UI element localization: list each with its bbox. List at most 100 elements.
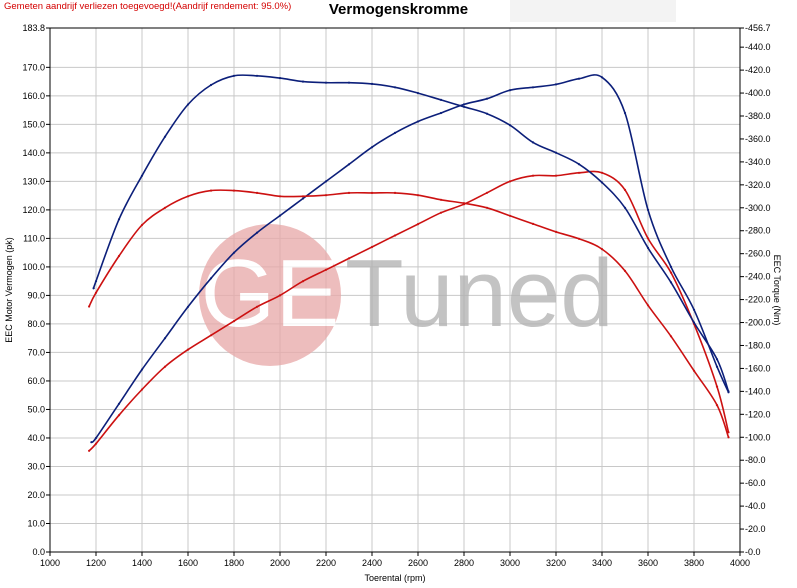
y-tick-label: 160.0 [22, 91, 45, 101]
data-point-tuned-torque [416, 92, 420, 95]
data-point-tuned-power [646, 208, 650, 211]
chart-title: Vermogenskromme [328, 1, 469, 18]
y-axis-right-ticks: -0.0 -20.0 -40.0 -60.0 -80.0 -100.0 -120.0 -140… [740, 23, 771, 557]
x-tick-label: 1800 [224, 558, 244, 568]
x-tick-label: 1400 [132, 558, 152, 568]
series-line-stock-power [88, 170, 730, 452]
data-point-tuned-torque [554, 151, 558, 154]
data-point-stock-power [531, 174, 535, 177]
y-tick-label: 183.8 [22, 23, 45, 33]
data-point-stock-torque [163, 206, 167, 209]
data-point-tuned-power [117, 402, 121, 405]
data-point-stock-power [669, 271, 673, 274]
data-point-stock-power [209, 334, 213, 337]
data-point-stock-power [715, 385, 719, 388]
y2-tick-label: -300.0 [745, 203, 771, 213]
y2-tick-label: -280.0 [745, 226, 771, 236]
data-point-tuned-torque [301, 80, 305, 83]
y-tick-label: 130.0 [22, 176, 45, 186]
series-line-tuned-power [90, 74, 730, 444]
data-point-stock-torque [278, 195, 282, 198]
y-tick-label: 50.0 [27, 404, 45, 414]
data-point-stock-power [88, 449, 91, 452]
y2-tick-label: -440.0 [745, 42, 771, 52]
y-tick-label: 150.0 [22, 119, 45, 129]
y2-tick-label: -160.0 [745, 363, 771, 373]
data-point-stock-power [278, 294, 282, 297]
data-point-stock-torque [232, 189, 236, 192]
data-point-stock-torque [508, 214, 512, 217]
data-point-stock-torque [255, 191, 259, 194]
data-point-tuned-torque [347, 81, 351, 84]
y2-tick-label: -40.0 [745, 501, 766, 511]
y-tick-label: 140.0 [22, 148, 45, 158]
y2-tick-label: -80.0 [745, 455, 766, 465]
data-point-tuned-torque [232, 74, 236, 77]
data-point-tuned-torque [577, 163, 581, 166]
data-point-tuned-power [163, 337, 167, 340]
data-point-tuned-torque [94, 280, 98, 283]
data-point-tuned-power [439, 111, 443, 115]
data-point-tuned-power [209, 277, 213, 280]
y2-tick-label: -0.0 [745, 547, 761, 557]
data-point-stock-torque [554, 230, 558, 233]
y-tick-label: 120.0 [22, 205, 45, 215]
data-point-tuned-power [508, 89, 512, 92]
data-point-stock-torque [646, 304, 650, 307]
data-point-tuned-torque [393, 86, 397, 89]
data-point-stock-power [232, 320, 236, 323]
data-point-stock-power [416, 223, 420, 226]
data-point-stock-power [347, 257, 351, 260]
data-point-stock-torque [577, 237, 581, 240]
y2-tick-label: -20.0 [745, 524, 766, 534]
data-point-stock-power [324, 268, 328, 271]
data-point-stock-torque [370, 191, 374, 194]
data-point-tuned-torque [600, 181, 604, 184]
drivetrain-loss-note: Gemeten aandrijf verliezen toegevoegd!(A… [4, 1, 292, 12]
y-tick-label: 70.0 [27, 347, 45, 357]
data-point-stock-power [255, 305, 259, 308]
data-point-stock-torque [462, 202, 466, 205]
y2-tick-label: -260.0 [745, 249, 771, 259]
y2-tick-label: -200.0 [745, 318, 771, 328]
data-point-tuned-torque [462, 105, 466, 108]
x-tick-label: 4000 [730, 558, 750, 568]
data-point-tuned-power [531, 86, 535, 89]
data-point-tuned-power [577, 77, 581, 80]
data-point-stock-torque [600, 248, 604, 251]
data-point-stock-torque [324, 194, 328, 197]
chart-grid [49, 28, 741, 552]
y2-tick-label: -400.0 [745, 88, 771, 98]
data-point-stock-torque [186, 195, 190, 198]
watermark-text-ge: GE [201, 240, 340, 347]
y-tick-label: 10.0 [27, 518, 45, 528]
y-tick-label: 100.0 [22, 262, 45, 272]
data-point-stock-power [393, 234, 397, 237]
data-point-tuned-torque [370, 82, 374, 85]
data-point-stock-power [577, 171, 581, 174]
data-point-tuned-torque [255, 74, 259, 77]
data-point-stock-power [439, 211, 443, 214]
data-point-stock-power [485, 191, 489, 194]
data-point-tuned-power [692, 308, 696, 311]
plot-frame [49, 27, 741, 553]
y2-tick-label: -60.0 [745, 478, 766, 488]
data-point-stock-power [600, 171, 604, 174]
x-axis-ticks: 1000 1200 1400 1600 1800 2000 2200 2400 2600 2800… [40, 552, 750, 568]
data-point-tuned-power [278, 214, 282, 217]
data-point-stock-torque [692, 369, 696, 372]
data-point-tuned-power [393, 131, 397, 134]
y2-tick-label: -220.0 [745, 295, 771, 305]
data-point-stock-power [117, 414, 121, 417]
y-tick-label: 0.0 [32, 547, 45, 557]
data-point-tuned-torque [669, 281, 673, 284]
y-tick-label: 20.0 [27, 490, 45, 500]
data-point-tuned-power [462, 103, 466, 106]
x-tick-label: 2200 [316, 558, 336, 568]
data-point-tuned-power [623, 111, 627, 115]
data-point-stock-torque [623, 269, 627, 272]
watermark-text-tuned: Tuned [345, 240, 614, 347]
data-point-stock-power [623, 188, 627, 191]
data-point-tuned-torque [324, 81, 328, 84]
